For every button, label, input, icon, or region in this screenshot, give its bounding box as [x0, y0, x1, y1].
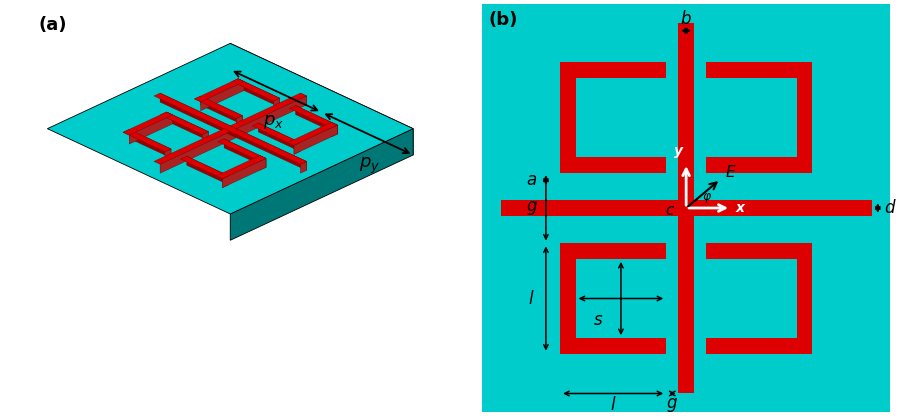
- Polygon shape: [201, 82, 244, 111]
- Bar: [560, 243, 576, 354]
- Polygon shape: [300, 93, 307, 105]
- Polygon shape: [194, 79, 244, 102]
- Polygon shape: [232, 79, 280, 101]
- Polygon shape: [223, 176, 228, 188]
- Polygon shape: [230, 43, 414, 155]
- Polygon shape: [203, 131, 208, 144]
- Bar: [560, 62, 576, 173]
- Polygon shape: [223, 158, 266, 188]
- Polygon shape: [230, 129, 414, 240]
- Polygon shape: [167, 112, 208, 141]
- Polygon shape: [300, 161, 307, 173]
- Bar: [706, 243, 812, 259]
- Polygon shape: [294, 125, 337, 154]
- Text: x: x: [736, 201, 745, 215]
- Bar: [501, 200, 871, 216]
- Text: $a$: $a$: [526, 171, 537, 189]
- Polygon shape: [216, 156, 266, 178]
- Text: $l$: $l$: [610, 396, 616, 414]
- Text: $b$: $b$: [681, 10, 692, 28]
- Text: $l$: $l$: [529, 290, 535, 307]
- Polygon shape: [129, 115, 172, 144]
- Polygon shape: [258, 123, 300, 151]
- Polygon shape: [194, 96, 242, 119]
- Text: $\varphi$: $\varphi$: [702, 191, 712, 205]
- Polygon shape: [224, 139, 266, 167]
- Polygon shape: [237, 116, 242, 127]
- Polygon shape: [187, 156, 228, 185]
- Polygon shape: [294, 142, 300, 154]
- Polygon shape: [123, 112, 172, 135]
- Text: $c$: $c$: [665, 203, 675, 218]
- Bar: [706, 62, 812, 78]
- Polygon shape: [274, 98, 280, 110]
- Polygon shape: [260, 156, 266, 167]
- Bar: [560, 62, 666, 78]
- Polygon shape: [123, 129, 171, 152]
- Text: (b): (b): [488, 12, 518, 30]
- Polygon shape: [154, 93, 307, 164]
- Bar: [706, 338, 812, 354]
- Text: y: y: [674, 144, 683, 158]
- Text: $p_x$: $p_x$: [263, 114, 285, 131]
- Bar: [797, 62, 812, 173]
- Text: $E$: $E$: [726, 164, 737, 180]
- Text: $p_y$: $p_y$: [359, 156, 380, 176]
- Polygon shape: [296, 106, 337, 134]
- Polygon shape: [160, 112, 208, 134]
- Polygon shape: [129, 129, 171, 158]
- Polygon shape: [218, 139, 266, 161]
- Text: $g$: $g$: [526, 199, 538, 217]
- Bar: [679, 22, 694, 394]
- Polygon shape: [181, 156, 228, 178]
- Text: (a): (a): [39, 16, 67, 35]
- Polygon shape: [288, 122, 337, 145]
- Polygon shape: [160, 96, 307, 173]
- Bar: [560, 338, 666, 354]
- Polygon shape: [154, 93, 307, 164]
- Bar: [797, 243, 812, 354]
- Polygon shape: [260, 158, 266, 170]
- Text: $d$: $d$: [883, 199, 896, 217]
- Polygon shape: [238, 79, 244, 91]
- Bar: [560, 157, 666, 173]
- Bar: [560, 243, 666, 259]
- Polygon shape: [165, 149, 171, 161]
- Bar: [706, 157, 812, 173]
- Polygon shape: [252, 123, 300, 145]
- Text: $s$: $s$: [593, 311, 603, 329]
- Polygon shape: [167, 112, 172, 124]
- Polygon shape: [238, 79, 280, 107]
- Polygon shape: [289, 106, 337, 128]
- Polygon shape: [47, 43, 414, 214]
- Polygon shape: [332, 122, 337, 134]
- Text: $g$: $g$: [666, 396, 678, 414]
- Polygon shape: [201, 96, 242, 124]
- Polygon shape: [160, 93, 307, 171]
- Polygon shape: [332, 125, 337, 137]
